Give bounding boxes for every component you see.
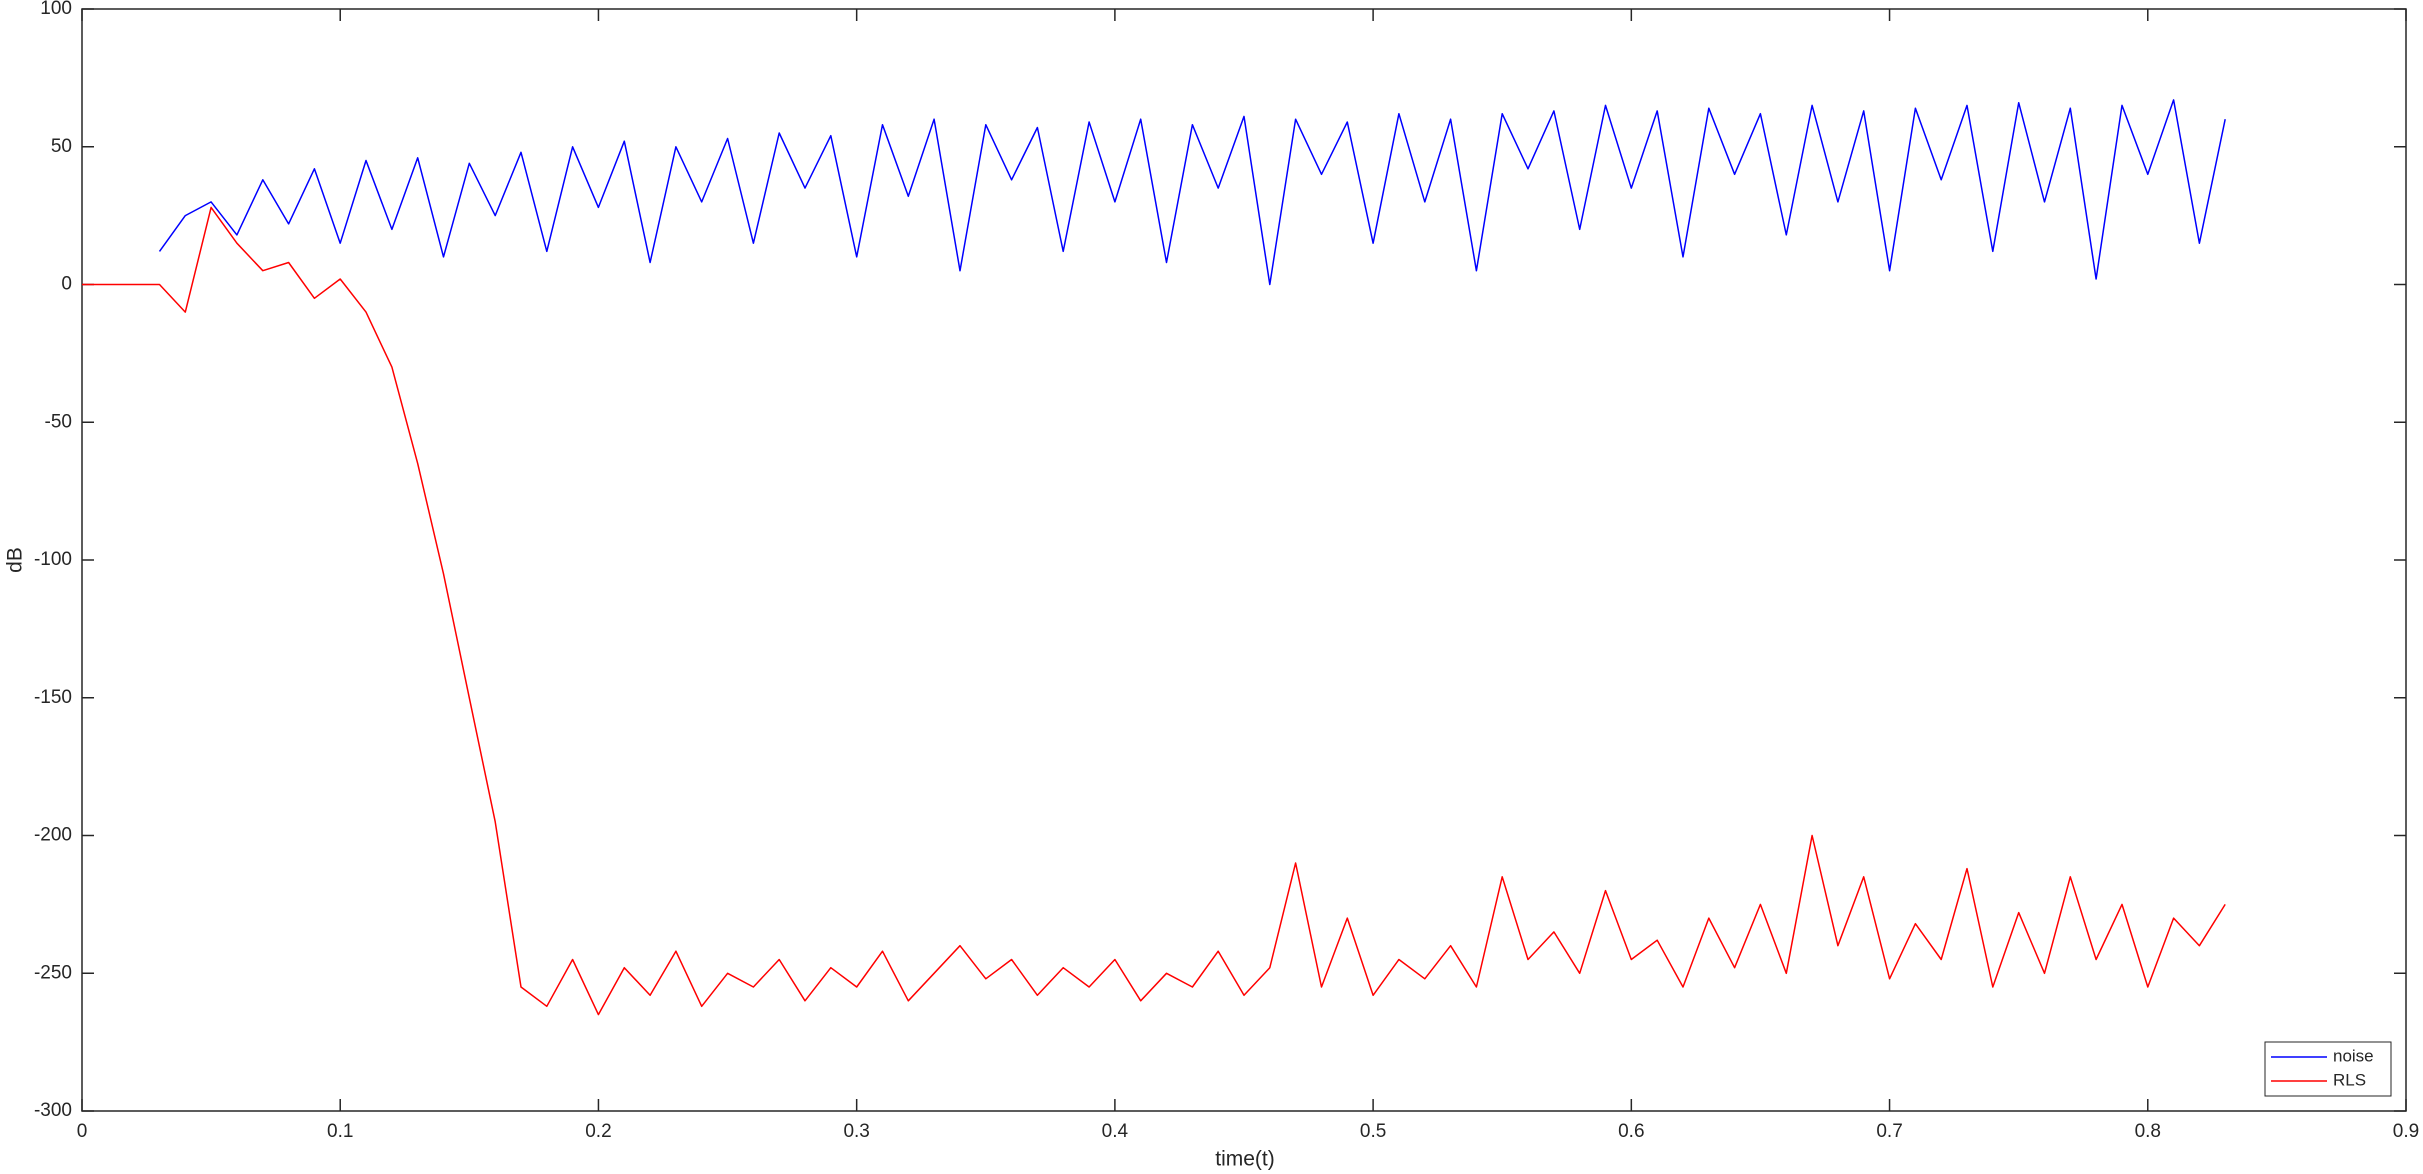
y-axis-label: dB [4, 547, 27, 573]
legend-label: noise [2333, 1046, 2374, 1065]
y-tick-label: -250 [34, 962, 72, 983]
x-tick-label: 0.7 [1876, 1121, 1902, 1142]
x-tick-label: 0.2 [585, 1121, 611, 1142]
y-tick-label: -50 [45, 411, 72, 432]
y-tick-label: 50 [51, 136, 72, 157]
y-tick-label: -150 [34, 687, 72, 708]
x-tick-label: 0.9 [2393, 1121, 2419, 1142]
series-line [158, 99, 2226, 286]
x-tick-label: 0 [77, 1121, 88, 1142]
y-tick-label: -100 [34, 549, 72, 570]
series-line [82, 206, 2226, 1016]
x-tick-label: 0.3 [843, 1121, 869, 1142]
x-tick-label: 0.8 [2135, 1121, 2161, 1142]
x-tick-label: 0.6 [1618, 1121, 1644, 1142]
y-tick-label: 0 [61, 274, 72, 295]
x-tick-label: 0.4 [1102, 1121, 1129, 1142]
plot-frame [81, 8, 2407, 1112]
y-tick-label: 100 [40, 0, 72, 19]
x-axis-label: time(t) [1215, 1148, 1275, 1171]
x-tick-label: 0.5 [1360, 1121, 1386, 1142]
legend-box [2264, 1041, 2392, 1097]
y-tick-label: -300 [34, 1100, 72, 1121]
x-tick-label: 0.1 [327, 1121, 353, 1142]
y-tick-label: -200 [34, 825, 72, 846]
legend-label: RLS [2333, 1070, 2366, 1089]
